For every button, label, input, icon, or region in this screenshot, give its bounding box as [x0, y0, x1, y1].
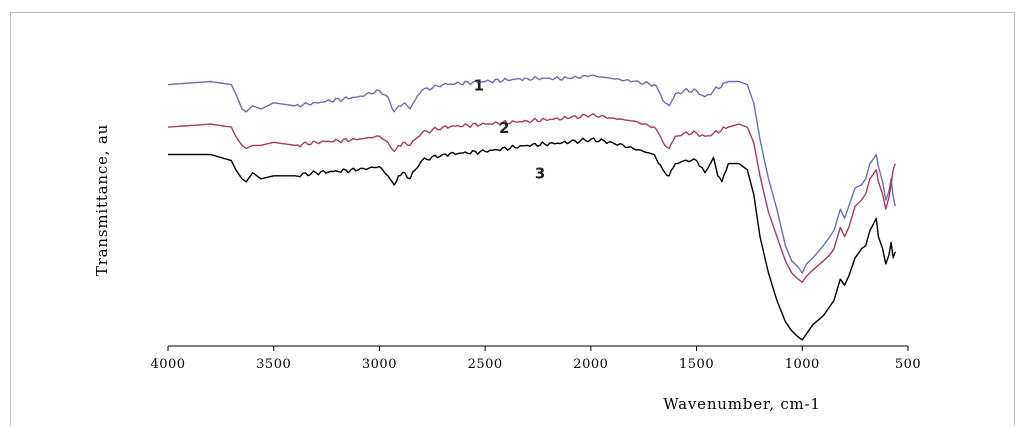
x-tick-label: 2500	[468, 357, 503, 372]
series-line-3	[168, 137, 896, 341]
x-tick-label: 4000	[150, 357, 185, 372]
x-tick-label: 500	[895, 357, 921, 372]
axes-layer: 4000 3500 3000 2500 2000 1500 1000 500	[150, 345, 921, 372]
series-labels-layer: 1 2 3	[474, 77, 546, 183]
x-tick-label: 3000	[362, 357, 397, 372]
y-axis-title: Transmittance, au	[93, 124, 111, 276]
series-label-3: 3	[535, 165, 545, 183]
series-label-1: 1	[474, 77, 484, 95]
series-line-2	[167, 113, 896, 283]
x-tick-label: 2000	[573, 357, 608, 372]
x-tick-label: 1500	[679, 357, 714, 372]
chart-frame	[10, 12, 1015, 426]
x-axis-title: Wavenumber, cm-1	[663, 395, 821, 413]
x-tick-label: 1000	[785, 357, 820, 372]
series-label-2: 2	[499, 119, 509, 137]
series-layer	[167, 74, 896, 341]
x-tick-label: 3500	[256, 357, 291, 372]
series-line-1	[167, 74, 896, 274]
